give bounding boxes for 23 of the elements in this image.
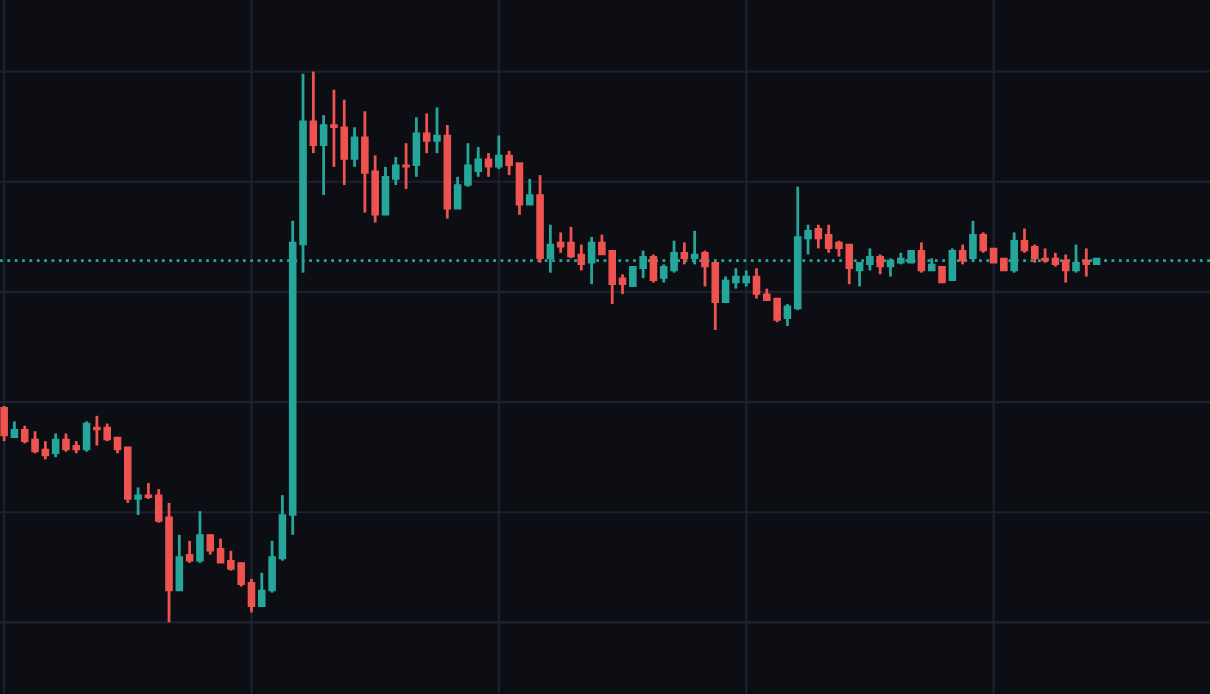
candlestick <box>350 125 359 169</box>
candlestick <box>680 240 689 266</box>
candlestick <box>484 151 493 179</box>
candlestick <box>0 404 8 443</box>
candlestick <box>319 113 328 197</box>
candlestick <box>876 253 884 276</box>
candlestick <box>525 177 534 207</box>
candlestick <box>134 486 142 517</box>
candlestick <box>495 134 503 171</box>
candlestick <box>51 432 60 459</box>
candlestick <box>1082 247 1091 278</box>
candlestick <box>196 509 204 565</box>
candlestick <box>917 240 926 275</box>
candlestick <box>309 70 318 155</box>
candlestick <box>175 533 184 592</box>
candlestick <box>185 539 194 565</box>
candlestick <box>82 419 91 454</box>
candlestick <box>433 106 441 155</box>
candlestick <box>649 253 658 284</box>
candlestick <box>422 112 431 155</box>
candlestick <box>958 243 967 266</box>
candlestick <box>412 115 421 179</box>
candlestick <box>402 141 410 191</box>
